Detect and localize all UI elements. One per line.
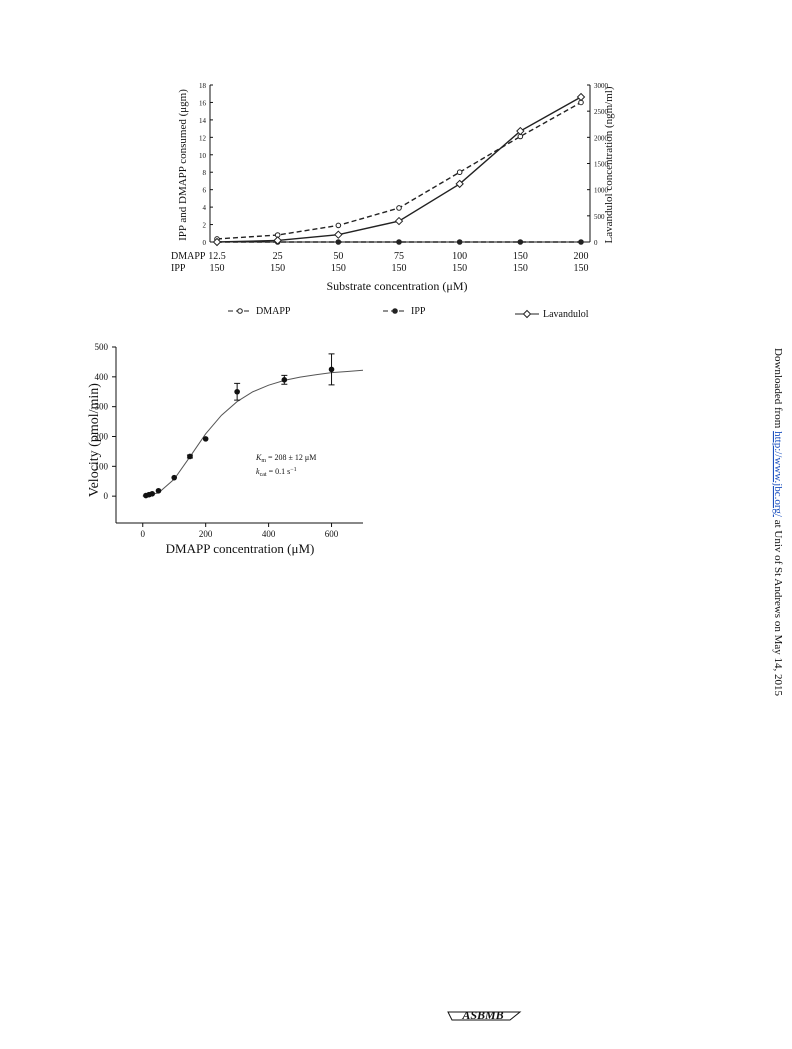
annotation: Km = 208 ± 12 μM [255, 453, 316, 464]
marker [578, 239, 584, 245]
point [281, 377, 288, 383]
marker [212, 237, 222, 247]
y2-tick-label: 3000 [594, 82, 609, 90]
y-tick-label: 10 [199, 152, 207, 160]
legend-label: DMAPP [256, 306, 291, 317]
y-tick-label: 0 [104, 491, 109, 501]
footer-logo: ASBMB [447, 1008, 522, 1022]
x-tick-label: 150 [513, 251, 528, 262]
x-tick-label: 12.5 [208, 251, 226, 262]
x-tick-label: 150 [513, 263, 528, 274]
row-label: IPP [171, 263, 186, 274]
y-tick-label: 16 [199, 99, 207, 107]
annotation-text: = 0.1 s [267, 467, 291, 476]
legend-marker [392, 308, 398, 314]
annotation-text: = 208 ± 12 μM [266, 453, 316, 462]
marker [394, 216, 404, 226]
y-tick-label: 0 [203, 239, 207, 247]
x-tick-label: 150 [392, 263, 407, 274]
legend-marker [237, 308, 243, 314]
point [187, 453, 193, 460]
annotation-sup: −1 [290, 467, 296, 473]
y-tick-label: 300 [95, 402, 109, 412]
annotation-sub: cat [260, 472, 267, 478]
point [171, 474, 178, 481]
marker [456, 239, 463, 245]
legend-label: IPP [411, 306, 426, 317]
fit-curve [142, 369, 364, 497]
point [155, 487, 162, 494]
marker [517, 239, 524, 245]
y-tick-label: 14 [199, 117, 207, 125]
y2-tick-label: 2000 [594, 134, 609, 142]
x-tick-label: 600 [325, 529, 339, 539]
x-tick-label: 25 [273, 251, 283, 262]
row-label: DMAPP [171, 251, 206, 262]
y-tick-label: 8 [203, 169, 207, 177]
annotation-symbol: K [255, 453, 262, 462]
y2-tick-label: 1000 [594, 187, 609, 195]
y-tick-label: 400 [95, 372, 109, 382]
sidebar-text: Downloaded from [772, 348, 784, 431]
x-axis-label: DMAPP concentration (μM) [166, 541, 315, 556]
y-tick-label: 200 [95, 431, 109, 441]
marker [273, 236, 282, 245]
sidebar-text: at Univ of St Andrews on May 14, 2015 [772, 517, 784, 697]
marker [456, 169, 463, 176]
y-axis-label: Velocity (pmol/min) [87, 383, 102, 497]
marker [335, 222, 342, 229]
annotation: kcat = 0.1 s−1 [256, 467, 297, 478]
x-tick-label: 150 [452, 263, 467, 274]
x-tick-label: 75 [394, 251, 404, 262]
y2-axis-label: Lavandulol concentration (ngm/ml) [603, 86, 615, 243]
point [328, 366, 335, 373]
annotation-symbol: k [256, 467, 260, 476]
x-tick-label: 150 [210, 263, 225, 274]
x-tick-label: 100 [452, 251, 467, 262]
legend-label: Lavandulol [543, 309, 589, 320]
marker [455, 179, 464, 189]
x-axis-label: Substrate concentration (μM) [326, 279, 467, 293]
y-axis-label: IPP and DMAPP consumed (μgm) [177, 89, 189, 241]
x-tick-label: 400 [262, 529, 276, 539]
x-tick-label: 150 [574, 263, 589, 274]
y-tick-label: 4 [203, 204, 207, 212]
marker [396, 239, 402, 245]
marker [396, 205, 402, 211]
logo-text: ASBMB [461, 1008, 503, 1022]
sidebar: Downloaded from http://www.jbc.org/ at U… [772, 348, 784, 696]
y2-tick-label: 1500 [594, 161, 609, 169]
y-tick-label: 2 [203, 222, 207, 230]
x-tick-label: 200 [199, 529, 213, 539]
y2-tick-label: 0 [594, 239, 598, 247]
y-tick-label: 100 [95, 461, 109, 471]
x-tick-label: 50 [333, 251, 343, 262]
y-tick-label: 6 [203, 187, 207, 195]
sidebar-link[interactable]: http://www.jbc.org/ [772, 431, 784, 518]
y-tick-label: 18 [199, 82, 207, 90]
y-tick-label: 500 [95, 342, 109, 352]
marker [334, 230, 343, 239]
annotation-sub: m [261, 458, 266, 464]
y2-tick-label: 2500 [594, 108, 609, 116]
y-tick-label: 12 [199, 134, 207, 142]
point [202, 436, 209, 442]
point [149, 490, 155, 497]
x-tick-label: 200 [574, 251, 589, 262]
x-tick-label: 0 [140, 529, 145, 539]
marker [335, 239, 342, 245]
x-tick-label: 150 [331, 263, 346, 274]
legend-marker [522, 309, 532, 319]
x-tick-label: 150 [270, 263, 285, 274]
point [234, 388, 240, 395]
marker [516, 126, 525, 136]
marker [576, 92, 586, 102]
y2-tick-label: 500 [594, 213, 605, 221]
